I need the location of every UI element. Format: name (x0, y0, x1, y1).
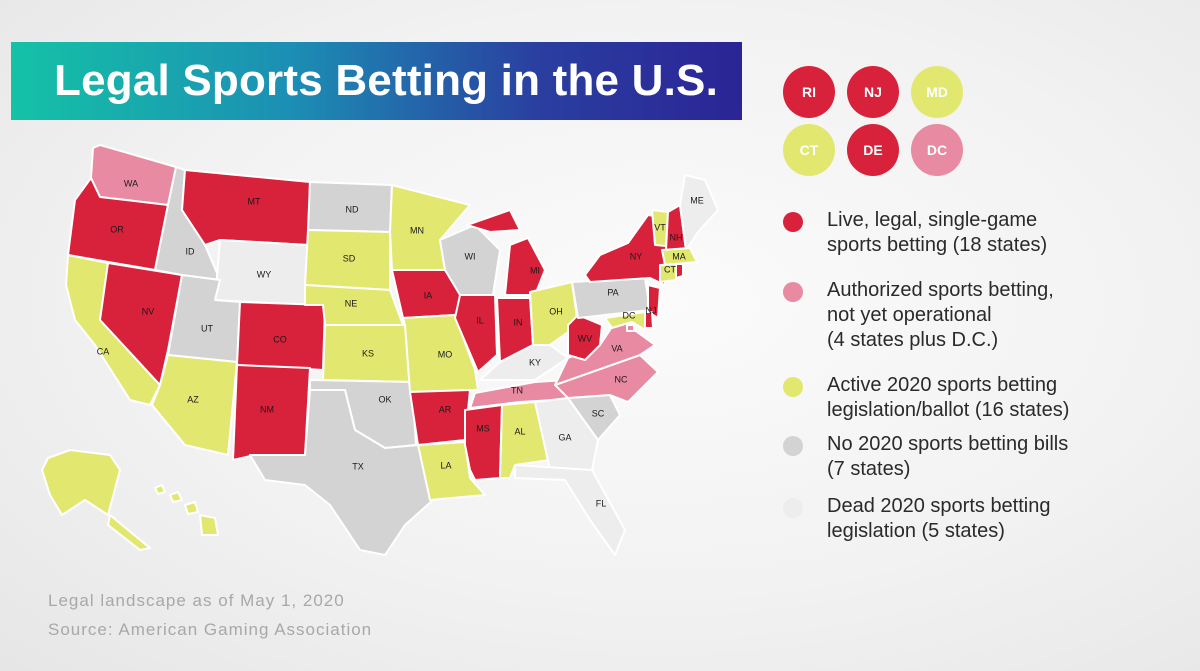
state-il[interactable] (454, 294, 498, 373)
state-oh[interactable] (529, 281, 579, 346)
state-fl[interactable] (514, 464, 626, 556)
state-mi[interactable] (466, 209, 546, 296)
state-label-nm: NM (260, 404, 274, 414)
state-label-mn: MN (410, 225, 424, 235)
legend-label: Authorized sports betting, not yet opera… (827, 279, 1054, 351)
circle-nj: NJ (847, 66, 899, 118)
state-label-pa: PA (607, 287, 618, 297)
state-label-ks: KS (362, 348, 374, 358)
state-ar[interactable] (409, 389, 471, 446)
state-ri[interactable] (675, 263, 684, 279)
state-ct[interactable] (659, 263, 677, 283)
legend-label: Live, legal, single-game sports betting … (827, 209, 1048, 256)
state-az[interactable] (151, 354, 238, 456)
state-label-mi: MI (530, 265, 540, 275)
state-ak[interactable] (41, 449, 151, 551)
legend-item-active: Active 2020 sports betting legislation/b… (783, 373, 1069, 423)
state-label-sd: SD (343, 253, 356, 263)
state-label-ia: IA (424, 290, 433, 300)
legend-item-no-bills: No 2020 sports betting bills (7 states) (783, 432, 1068, 482)
state-ga[interactable] (534, 397, 599, 471)
small-states-circles: RI NJ MD CT DE DC (783, 66, 963, 178)
as-of-note: Legal landscape as of May 1, 2020 (48, 591, 345, 610)
state-label-ar: AR (439, 404, 452, 414)
state-label-ms: MS (476, 423, 490, 433)
state-label-in: IN (514, 317, 523, 327)
state-dc[interactable] (626, 324, 635, 332)
state-ky[interactable] (479, 344, 569, 381)
state-label-or: OR (110, 224, 124, 234)
state-hi[interactable] (154, 484, 219, 536)
page-title: Legal Sports Betting in the U.S. (54, 56, 718, 105)
state-label-wv: WV (578, 333, 593, 343)
state-label-va: VA (611, 343, 622, 353)
state-wa[interactable] (90, 144, 177, 206)
state-label-nv: NV (142, 306, 155, 316)
state-label-il: IL (476, 315, 484, 325)
state-label-id: ID (186, 246, 196, 256)
state-labels: WA OR CA NV ID MT WY UT AZ CO NM ND SD NE KS OK TX MN IA MO… (97, 178, 704, 508)
state-label-ga: GA (558, 432, 571, 442)
state-label-me: ME (690, 195, 704, 205)
legend-swatch (783, 377, 803, 397)
state-ms[interactable] (464, 404, 503, 481)
legend-label: No 2020 sports betting bills (7 states) (827, 433, 1069, 480)
state-label-co: CO (273, 334, 287, 344)
legend-label: Dead 2020 sports betting legislation (5 … (827, 495, 1051, 542)
legend-label: Active 2020 sports betting legislation/b… (827, 374, 1070, 421)
state-label-tx: TX (352, 461, 364, 471)
state-label-al: AL (514, 426, 525, 436)
state-label-vt: VT (654, 222, 666, 232)
legend-swatch (783, 212, 803, 232)
state-mt[interactable] (181, 169, 311, 246)
state-label-nj: NJ (646, 305, 657, 315)
state-label-ma: MA (672, 251, 686, 261)
title-banner: Legal Sports Betting in the U.S. (11, 42, 742, 120)
state-label-az: AZ (187, 394, 199, 404)
legend-item-authorized: Authorized sports betting, not yet opera… (783, 278, 1054, 353)
state-label-oh: OH (549, 306, 563, 316)
state-label-ut: UT (201, 323, 213, 333)
state-label-ct: CT (664, 264, 676, 274)
circle-dc: DC (911, 124, 963, 176)
state-label-sc: SC (592, 408, 605, 418)
state-label-ny: NY (630, 251, 643, 261)
circle-ri: RI (783, 66, 835, 118)
state-label-la: LA (440, 460, 451, 470)
state-label-ky: KY (529, 357, 541, 367)
circle-de: DE (847, 124, 899, 176)
circle-ct: CT (783, 124, 835, 176)
state-la[interactable] (417, 441, 486, 501)
state-label-nd: ND (346, 204, 359, 214)
source-note: Source: American Gaming Association (48, 620, 373, 639)
state-label-wa: WA (124, 178, 138, 188)
state-md[interactable] (604, 311, 646, 331)
state-nj[interactable] (647, 284, 661, 319)
state-me[interactable] (679, 174, 719, 251)
state-label-tn: TN (511, 385, 523, 395)
state-label-mt: MT (248, 196, 261, 206)
circle-md: MD (911, 66, 963, 118)
state-label-ca: CA (97, 346, 110, 356)
state-label-nc: NC (615, 374, 628, 384)
state-label-wi: WI (465, 251, 476, 261)
legend-swatch (783, 498, 803, 518)
legend-item-live: Live, legal, single-game sports betting … (783, 208, 1047, 258)
state-label-ne: NE (345, 298, 358, 308)
state-tx[interactable] (249, 389, 434, 556)
state-label-nh: NH (670, 232, 683, 242)
legend-swatch (783, 436, 803, 456)
state-label-wy: WY (257, 269, 272, 279)
state-label-mo: MO (438, 349, 453, 359)
legend-item-dead: Dead 2020 sports betting legislation (5 … (783, 494, 1051, 544)
state-label-dc: DC (623, 310, 636, 320)
legend-swatch (783, 282, 803, 302)
state-label-fl: FL (596, 498, 607, 508)
state-ma[interactable] (661, 247, 698, 266)
state-label-ok: OK (378, 394, 391, 404)
